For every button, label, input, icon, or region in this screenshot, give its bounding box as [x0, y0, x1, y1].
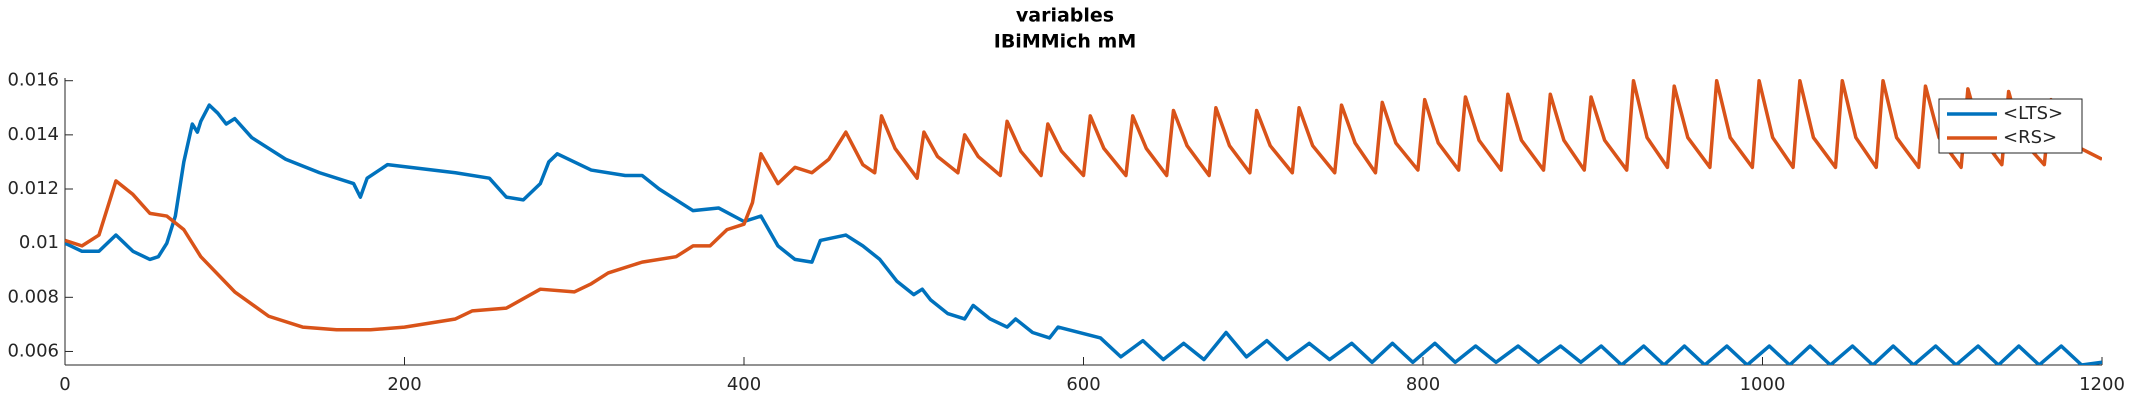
legend-box — [1938, 98, 2083, 154]
x-tick-label: 1200 — [2079, 374, 2125, 395]
chart-title: variables — [1016, 5, 1114, 27]
x-tick-label: 0 — [59, 374, 70, 395]
y-tick-label: 0.016 — [7, 70, 59, 91]
y-tick-label: 0.006 — [7, 340, 59, 361]
legend-label: <LTS> — [2003, 103, 2063, 124]
x-tick-label: 800 — [1406, 374, 1440, 395]
plot-area — [65, 78, 2102, 365]
series-line — [65, 103, 2102, 365]
chart-subtitle: IBiMMich mM — [994, 31, 1137, 53]
x-tick-label: 1000 — [1740, 374, 1786, 395]
y-tick-label: 0.008 — [7, 286, 59, 307]
y-tick-label: 0.01 — [19, 232, 59, 253]
x-tick-label: 200 — [387, 374, 421, 395]
series-line — [65, 78, 2102, 332]
legend-label: <RS> — [2003, 127, 2057, 148]
x-tick-label: 400 — [727, 374, 761, 395]
y-tick-label: 0.012 — [7, 178, 59, 199]
y-tick-label: 0.014 — [7, 124, 59, 145]
x-tick-label: 600 — [1066, 374, 1100, 395]
